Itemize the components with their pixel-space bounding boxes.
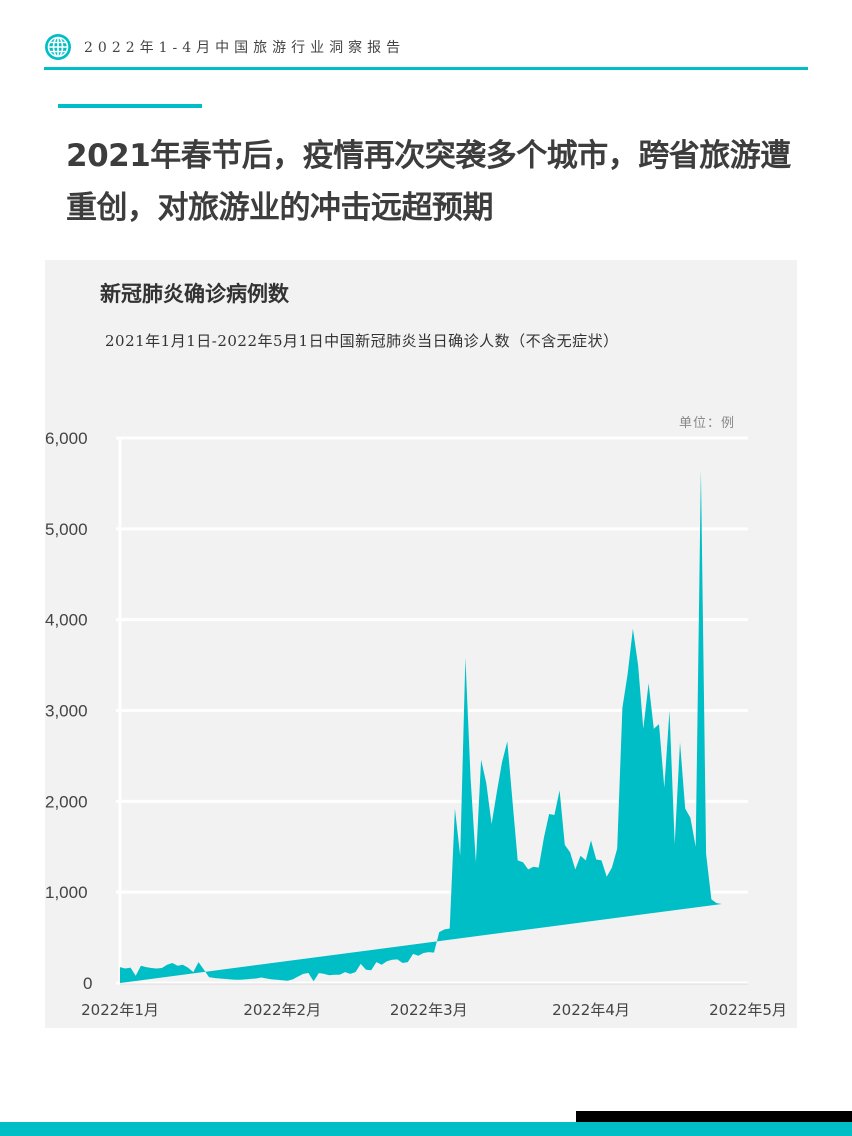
page-title: 2021年春节后，疫情再次突袭多个城市，跨省旅游遭 重创，对旅游业的冲击远超预期 [66,130,836,234]
y-tick-label: 6,000 [45,429,88,448]
area-series [120,469,722,983]
x-tick-label: 2022年5月 [709,1001,787,1019]
x-tick-label: 2022年1月 [81,1001,159,1019]
globe-icon [45,34,71,60]
page-title-line-1: 2021年春节后，疫情再次突袭多个城市，跨省旅游遭 [66,138,791,174]
unit-label: 单位：例 [679,416,736,431]
area-chart: 0 1,000 2,000 3,000 4,000 5,000 6,000 2022年1月 20… [45,429,787,1019]
y-tick-label: 3,000 [45,702,88,721]
chart-subtitle: 2021年1月1日-2022年5月1日中国新冠肺炎当日确诊人数（不含无症状） [105,332,619,350]
chart-title: 新冠肺炎确诊病例数 [100,282,289,306]
report-header: 2022年1-4月中国旅游行业洞察报告 [44,32,405,62]
y-tick-label: 5,000 [45,520,88,539]
x-tick-label: 2022年2月 [243,1001,321,1019]
y-tick-label: 0 [83,974,92,993]
x-tick-label: 2022年4月 [552,1001,630,1019]
footer-black-bar [576,1111,852,1123]
y-tick-label: 1,000 [45,883,88,902]
chart-card: 新冠肺炎确诊病例数 2021年1月1日-2022年5月1日中国新冠肺炎当日确诊人… [45,260,797,1028]
title-accent-bar [58,104,202,108]
y-tick-label: 2,000 [45,792,88,811]
y-tick-label: 4,000 [45,611,88,630]
header-divider [44,67,808,70]
footer-teal-bar [0,1122,852,1136]
x-tick-label: 2022年3月 [390,1001,468,1019]
page-title-line-2: 重创，对旅游业的冲击远超预期 [66,190,494,226]
report-title: 2022年1-4月中国旅游行业洞察报告 [84,40,406,56]
